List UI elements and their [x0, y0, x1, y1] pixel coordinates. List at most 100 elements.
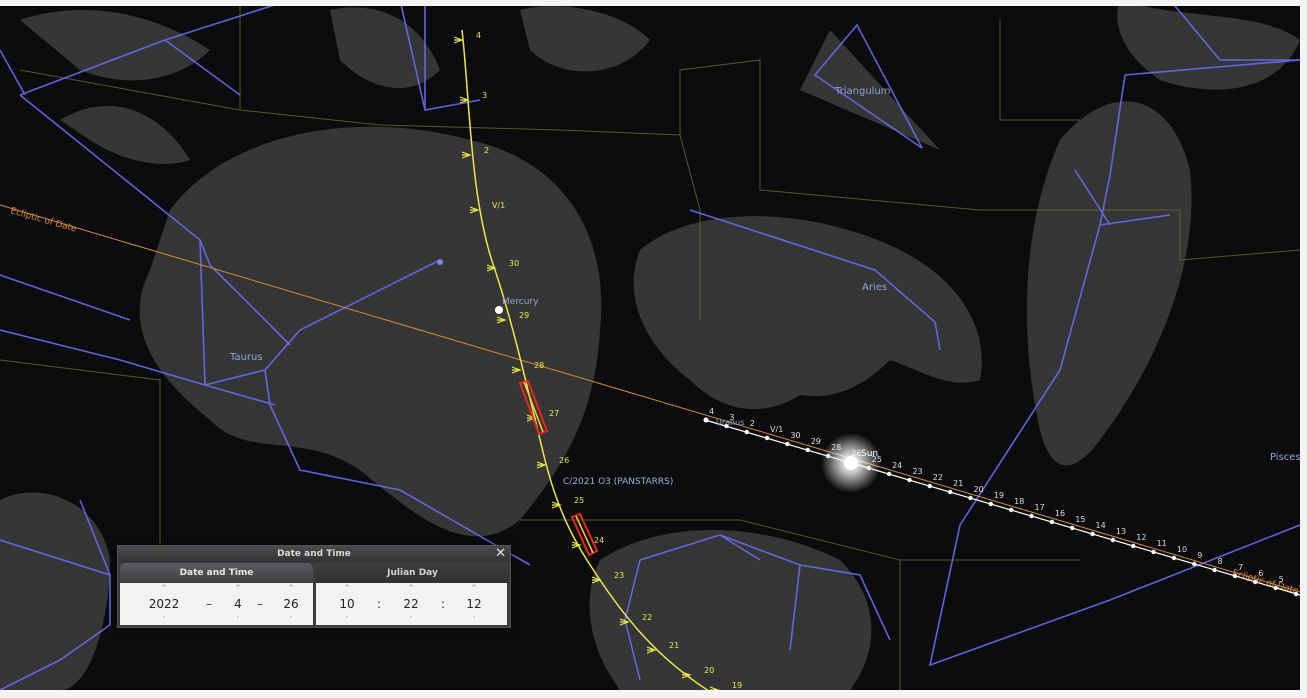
sun-track-dot — [1049, 519, 1055, 525]
date-spinners: ^ 2022 ˇ – ^ 4 ˇ – ^ 26 ˇ — [120, 583, 313, 625]
triangulum-lines — [813, 23, 923, 149]
minute-spinner[interactable]: ^ 22 ˇ — [394, 583, 428, 625]
tab-julian-day[interactable]: Julian Day — [316, 563, 509, 583]
time-spinners: ^ 10 ˇ : ^ 22 ˇ : ^ 12 ˇ — [316, 583, 507, 625]
minute-down-arrow-icon[interactable]: ˇ — [409, 616, 413, 624]
comet-tick-label: 23 — [614, 571, 624, 580]
hour-value[interactable]: 10 — [339, 597, 355, 611]
year-value[interactable]: 2022 — [148, 597, 180, 611]
sun-label: Sun — [861, 449, 878, 459]
second-up-arrow-icon[interactable]: ^ — [471, 584, 477, 592]
frame-top — [0, 0, 1307, 6]
comet-tick-label: 21 — [669, 641, 679, 650]
sun-track-label: 22 — [933, 473, 943, 482]
day-spinner[interactable]: ^ 26 ˇ — [277, 583, 305, 625]
comet-tick-label: 2 — [484, 146, 489, 155]
comet-tick — [511, 366, 522, 374]
comet-tick-label: 24 — [594, 536, 604, 545]
ecliptic-label-left: Ecliptic of Date — [9, 206, 78, 235]
sun-track-dot — [744, 429, 749, 435]
second-down-arrow-icon[interactable]: ˇ — [472, 616, 476, 624]
hour-down-arrow-icon[interactable]: ˇ — [345, 616, 349, 624]
close-icon[interactable]: ✕ — [495, 546, 506, 561]
month-down-arrow-icon[interactable]: ˇ — [236, 616, 240, 624]
comet-tick — [619, 618, 630, 626]
sun-track-dot — [1090, 531, 1095, 537]
second-value[interactable]: 12 — [466, 597, 482, 611]
sun-marker[interactable] — [844, 456, 858, 470]
sun-track-label: 8 — [1218, 557, 1223, 566]
sun-track-dot — [1131, 543, 1136, 549]
comet-tick-label: 27 — [549, 409, 559, 418]
sun-track-label: 16 — [1055, 509, 1065, 518]
hour-up-arrow-icon[interactable]: ^ — [344, 584, 350, 592]
frame-right — [1300, 0, 1307, 698]
dialog-title-bar[interactable]: Date and Time ✕ — [118, 546, 510, 562]
day-up-arrow-icon[interactable]: ^ — [288, 584, 294, 592]
sun-track-label: 6 — [1258, 569, 1263, 578]
day-down-arrow-icon[interactable]: ˇ — [289, 616, 293, 624]
comet-tick-label: 19 — [732, 681, 742, 690]
pisces-art — [1026, 101, 1192, 466]
sun-track — [704, 419, 1301, 596]
cetus-lines — [624, 534, 891, 681]
sun-track-label: 24 — [892, 461, 902, 470]
constellation-label-aries: Aries — [862, 282, 887, 293]
sun-track-label: 11 — [1157, 539, 1167, 548]
day-value[interactable]: 26 — [283, 597, 299, 611]
second-spinner[interactable]: ^ 12 ˇ — [456, 583, 492, 625]
aries-lines — [689, 209, 941, 351]
dialog-title: Date and Time — [277, 549, 351, 559]
sun-track-label: 4 — [709, 407, 714, 416]
frame-bottom — [0, 690, 1307, 698]
sun-track-dot — [785, 441, 790, 447]
aries-art — [633, 216, 982, 410]
month-spinner[interactable]: ^ 4 ˇ — [226, 583, 250, 625]
comet-tick — [461, 151, 472, 159]
uranus-marker[interactable] — [703, 417, 709, 423]
sun-track-label: 10 — [1177, 545, 1187, 554]
sun-track-label: 29 — [811, 437, 821, 446]
sun-track-dot — [1008, 507, 1014, 513]
comet-tick — [591, 576, 602, 584]
month-value[interactable]: 4 — [234, 597, 242, 611]
mercury-label: Mercury — [502, 297, 539, 307]
mercury-marker[interactable] — [495, 306, 503, 314]
sun-track-dot — [724, 423, 729, 429]
minute-up-arrow-icon[interactable]: ^ — [408, 584, 414, 592]
comet-tick-label: 26 — [559, 456, 569, 465]
comet-tick — [551, 501, 562, 509]
minute-value[interactable]: 22 — [403, 597, 419, 611]
pisces-lines — [928, 59, 1301, 667]
comet-tick — [571, 541, 582, 549]
month-up-arrow-icon[interactable]: ^ — [235, 584, 241, 592]
sun-track-label: 20 — [973, 485, 983, 494]
comet-label: C/2021 O3 (PANSTARRS) — [563, 477, 673, 487]
sun-track-label: 3 — [729, 413, 734, 422]
sun-track-label: 30 — [790, 431, 800, 440]
date-separator: – — [257, 597, 263, 611]
year-up-arrow-icon[interactable]: ^ — [161, 584, 167, 592]
uranus-label: Uranus — [716, 418, 744, 427]
year-down-arrow-icon[interactable]: ˇ — [162, 616, 166, 624]
pleiades-marker — [437, 259, 443, 265]
comet-tick — [469, 206, 480, 214]
sun-track-label: 18 — [1014, 497, 1024, 506]
sun-track-dot — [947, 489, 953, 495]
sun-track-dot — [1151, 549, 1156, 555]
sun-track-dot — [1293, 591, 1299, 597]
comet-tick-label: 22 — [642, 613, 652, 622]
comet-tick — [536, 461, 547, 469]
comet-tick-label: 25 — [574, 496, 584, 505]
sun-track-label: V/1 — [770, 425, 783, 434]
sun-track-dot — [1212, 567, 1217, 573]
comet-tick — [681, 671, 692, 679]
sun-track-label: 9 — [1197, 551, 1202, 560]
hour-spinner[interactable]: ^ 10 ˇ — [330, 583, 364, 625]
tab-date-and-time[interactable]: Date and Time — [120, 563, 313, 583]
year-spinner[interactable]: ^ 2022 ˇ — [134, 583, 194, 625]
comet-highlight-fill — [523, 381, 594, 554]
